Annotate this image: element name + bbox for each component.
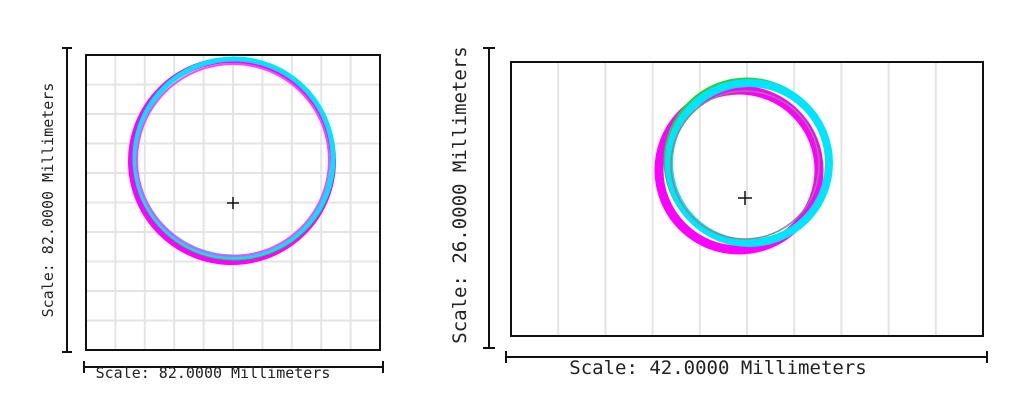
- chief-ray-cross: [738, 191, 752, 205]
- vertical-scale-bar: [483, 47, 495, 349]
- vertical-scale-label: Scale: 26.0000 Millimeters: [449, 46, 471, 343]
- footprint-cyan: [132, 56, 336, 260]
- footprint-inner: [670, 90, 820, 240]
- vertical-scale-bar: [62, 47, 72, 353]
- vertical-scale-label: Scale: 82.0000 Millimeters: [39, 83, 57, 318]
- left-panel: Scale: 82.0000 Millimeters Scale: 82.000…: [39, 47, 384, 382]
- horizontal-scale-bar: [83, 361, 384, 373]
- frame: [85, 54, 381, 351]
- right-panel: Scale: 26.0000 Millimeters Scale: 42.000…: [449, 46, 988, 379]
- horizontal-scale-bar: [505, 351, 988, 363]
- frame: [510, 61, 984, 337]
- chief-ray-cross: [227, 197, 239, 209]
- footprint-cyan: [665, 79, 833, 247]
- horizontal-scale-label: Scale: 82.0000 Millimeters: [96, 364, 331, 382]
- footprint-inner: [136, 63, 330, 257]
- horizontal-scale-label: Scale: 42.0000 Millimeters: [569, 357, 866, 379]
